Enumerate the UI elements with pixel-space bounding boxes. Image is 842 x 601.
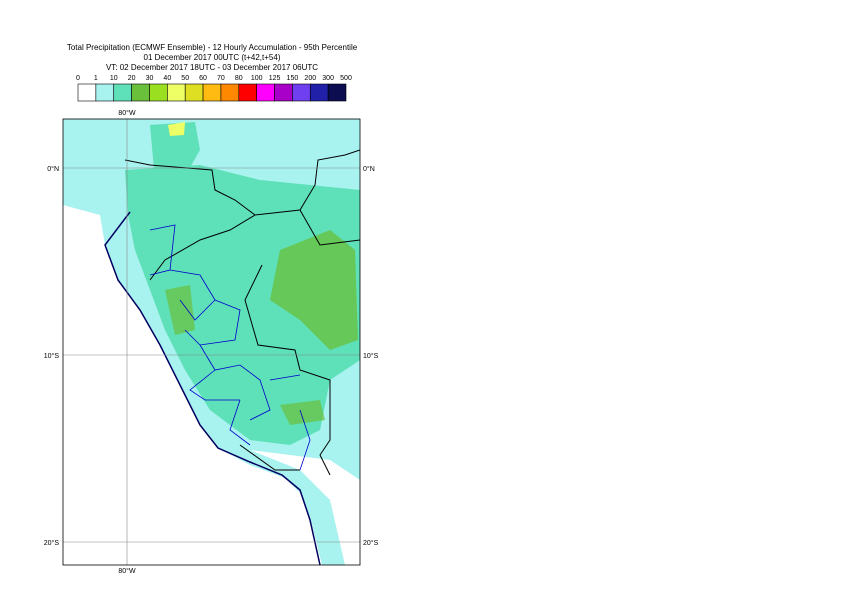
dry-area [250, 450, 360, 565]
legend-label: 40 [163, 75, 171, 82]
legend-label: 0 [76, 75, 80, 82]
legend-label: 125 [269, 75, 281, 82]
legend-swatch [184, 83, 204, 102]
legend-label: 30 [146, 75, 154, 82]
legend-label: 80 [235, 75, 243, 82]
legend-label: 50 [181, 75, 189, 82]
legend-swatch [309, 83, 329, 102]
map [63, 119, 360, 565]
lat-label: 20°S [363, 539, 379, 547]
legend-swatch [238, 83, 257, 102]
legend-swatch [149, 83, 168, 102]
precip-field [280, 400, 325, 425]
lon-label: 80°W [118, 567, 136, 575]
region-border [149, 224, 311, 471]
precip-field [125, 165, 360, 445]
precip-field [270, 230, 358, 350]
legend-swatch [256, 83, 275, 102]
country-border [124, 149, 360, 476]
legend-label: 20 [128, 75, 136, 82]
legend-swatch [113, 83, 132, 102]
legend-swatch [95, 83, 115, 102]
legend-label: 1 [94, 75, 98, 82]
legend-swatch [202, 83, 222, 102]
legend-swatch [274, 83, 293, 102]
valid-time: VT: 02 December 2017 18UTC - 03 December… [106, 63, 318, 72]
map-frame [62, 118, 361, 566]
legend-label: 300 [322, 75, 334, 82]
lat-label: 20°S [44, 539, 60, 547]
legend-swatch [327, 83, 347, 102]
lat-label: 10°S [363, 352, 379, 360]
legend-swatch [292, 83, 311, 102]
legend-label: 150 [287, 75, 299, 82]
legend-label: 70 [217, 75, 225, 82]
lat-label: 0°N [363, 165, 375, 173]
legend-swatch [77, 83, 97, 102]
legend-label: 100 [251, 75, 263, 82]
legend-swatch [220, 83, 240, 102]
precip-field [165, 285, 195, 335]
legend-label: 10 [110, 75, 118, 82]
dry-area [63, 205, 322, 565]
lon-label: 80°W [118, 109, 136, 117]
legend: 0 1 10 20 30 40 50 60 70 80 100 125 150 200 300 500 [76, 75, 352, 102]
lat-label: 0°N [47, 165, 59, 173]
lat-label: 10°S [44, 352, 60, 360]
legend-swatch [131, 83, 150, 102]
legend-label: 200 [304, 75, 316, 82]
legend-swatch [167, 83, 186, 102]
precip-field [150, 122, 200, 185]
base-time: 01 December 2017 00UTC (t+42,t+54) [144, 53, 281, 62]
title: Total Precipitation (ECMWF Ensemble) - 1… [67, 43, 358, 52]
legend-label: 500 [340, 75, 352, 82]
coastline [104, 211, 321, 565]
precip-field [168, 122, 185, 136]
legend-label: 60 [199, 75, 207, 82]
